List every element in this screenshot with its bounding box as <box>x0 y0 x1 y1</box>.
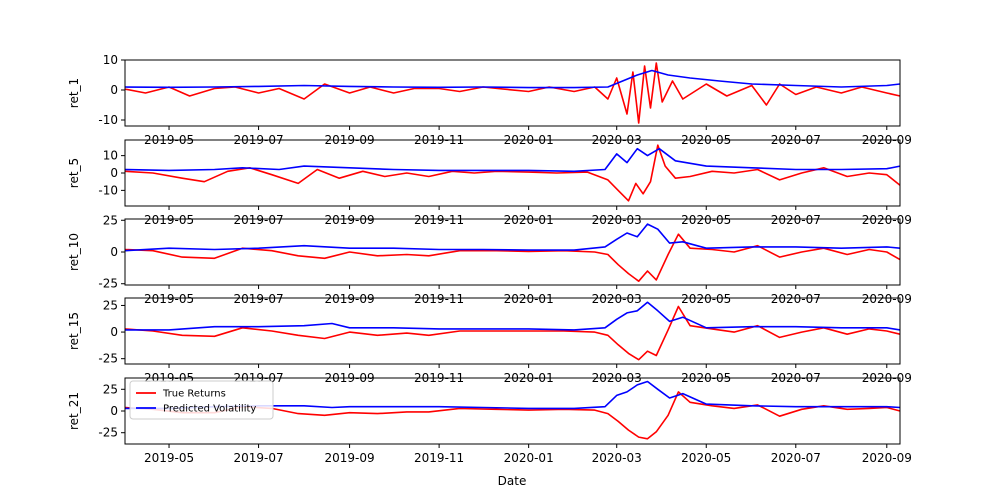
axes-frame <box>124 59 901 127</box>
y-tick-label: 25 <box>103 382 118 396</box>
x-tick-label: 2019-07 <box>233 213 283 227</box>
y-tick-label: -25 <box>98 277 118 291</box>
y-tick-label: -10 <box>98 183 118 197</box>
y-tick-label: 0 <box>110 245 118 259</box>
y-tick-label: 25 <box>103 213 118 227</box>
x-tick-label: 2020-01 <box>504 213 554 227</box>
x-tick-label: 2019-05 <box>144 213 194 227</box>
x-tick-label: 2019-07 <box>233 451 283 465</box>
x-tick-label: 2020-07 <box>771 292 821 306</box>
series-line-true-returns <box>124 62 901 124</box>
x-tick-label: 2019-05 <box>144 292 194 306</box>
series-line-true-returns <box>124 144 901 202</box>
legend-box <box>129 380 274 420</box>
x-tick-label: 2020-03 <box>592 213 642 227</box>
y-tick-label: 10 <box>103 149 118 163</box>
y-tick-label: -25 <box>98 426 118 440</box>
series-line-predicted-volatility <box>125 301 901 331</box>
x-tick-label: 2020-09 <box>862 292 912 306</box>
x-tick-label: 2019-09 <box>325 213 375 227</box>
series-line-predicted-volatility <box>124 147 901 173</box>
x-tick-label: 2020-01 <box>504 292 554 306</box>
x-tick-label: 2019-07 <box>233 292 283 306</box>
y-axis-label: ret_21 <box>67 392 81 430</box>
x-tick-label: 2020-05 <box>681 213 731 227</box>
subplot-ret_10: -25 0 25 ret_10 2019-05 2019-07 2019-09 2019-11… <box>67 213 912 306</box>
series-line-true-returns <box>124 391 901 440</box>
series-line-predicted-volatility <box>124 69 901 89</box>
y-tick-label: 25 <box>103 298 118 312</box>
series-line-true-returns <box>124 305 901 361</box>
y-tick-label: -10 <box>98 113 118 127</box>
subplot-ret_5: -10 0 10 ret_5 2019-05 2019-07 2019-09 2019-11 2… <box>67 139 912 227</box>
x-tick-label: 2020-07 <box>771 451 821 465</box>
x-tick-label: 2020-05 <box>681 451 731 465</box>
y-tick-label: 10 <box>103 53 118 67</box>
legend: True Returns Predicted Volatility <box>129 380 274 420</box>
x-tick-label: 2019-09 <box>325 451 375 465</box>
y-axis-label: ret_10 <box>67 233 81 271</box>
x-tick-label: 2019-11 <box>414 451 464 465</box>
legend-entry-label: True Returns <box>162 389 226 400</box>
y-axis-label: ret_1 <box>67 78 81 108</box>
x-tick-label: 2019-11 <box>414 213 464 227</box>
y-tick-label: 0 <box>110 404 118 418</box>
series-line-predicted-volatility <box>125 380 901 410</box>
x-tick-label: 2020-01 <box>504 451 554 465</box>
x-tick-label: 2020-07 <box>771 213 821 227</box>
y-tick-label: -25 <box>98 352 118 366</box>
x-tick-label: 2019-11 <box>414 292 464 306</box>
y-axis-label: ret_15 <box>67 312 81 350</box>
y-tick-label: 0 <box>110 83 118 97</box>
x-tick-label: 2020-09 <box>862 451 912 465</box>
x-tick-label: 2020-05 <box>681 292 731 306</box>
subplots: -10 0 10 ret_1 2019-05 2019-07 2019-09 2019-11 2… <box>67 53 912 465</box>
y-tick-label: 0 <box>110 325 118 339</box>
axes-frame <box>124 297 901 365</box>
y-axis-label: ret_5 <box>67 158 81 188</box>
legend-entry-label: Predicted Volatility <box>163 404 256 415</box>
series-line-predicted-volatility <box>124 223 901 252</box>
x-tick-label: 2020-03 <box>592 292 642 306</box>
x-axis-label: Date <box>498 474 527 488</box>
subplot-ret_21: -25 0 25 ret_21 2019-05 2019-07 2019-09 2019-11… <box>67 377 912 465</box>
x-tick-label: 2020-03 <box>592 451 642 465</box>
y-tick-label: 0 <box>110 166 118 180</box>
series-line-true-returns <box>124 233 901 283</box>
x-tick-label: 2019-05 <box>144 451 194 465</box>
x-tick-label: 2019-09 <box>325 292 375 306</box>
x-tick-label: 2020-09 <box>862 213 912 227</box>
